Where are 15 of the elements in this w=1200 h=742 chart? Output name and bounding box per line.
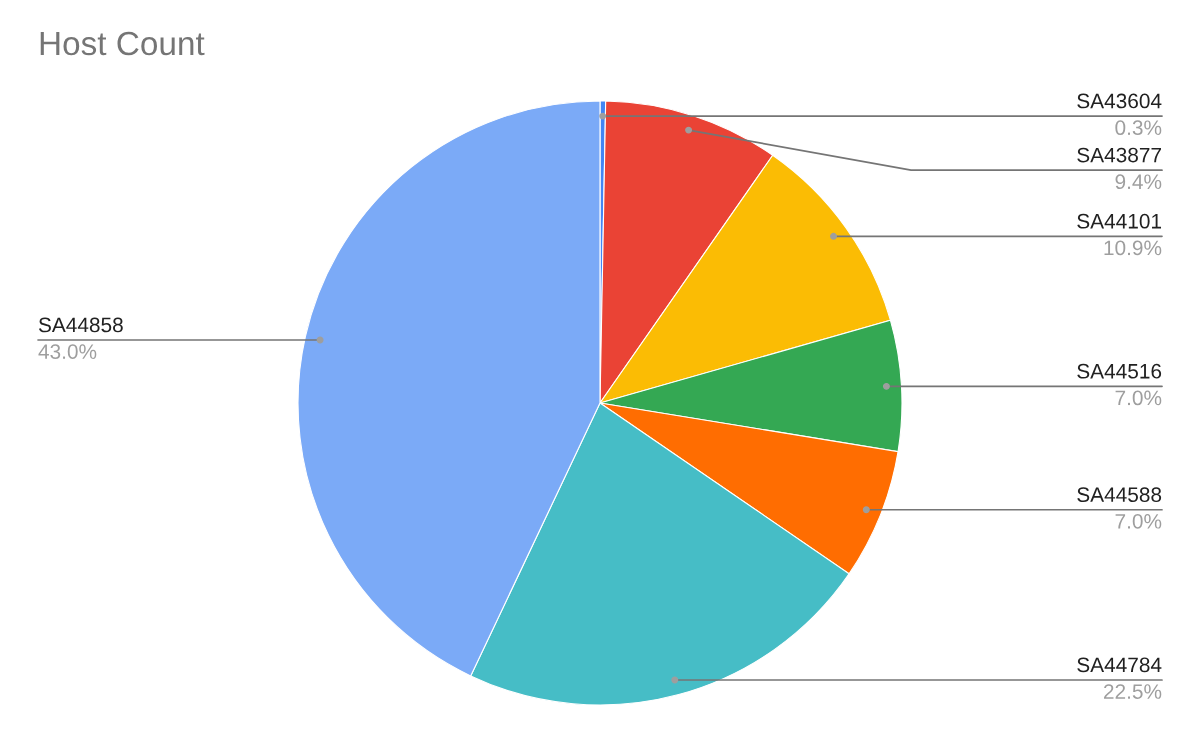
- data-label: 0.3%: [1115, 120, 1162, 136]
- chart-title: Host Count: [40, 31, 205, 56]
- slice-label: SA44101: [1077, 213, 1162, 229]
- slice-label: SA44588: [1077, 487, 1162, 503]
- slice-label: SA44516: [1077, 363, 1162, 379]
- slice-label: SA44784: [1077, 657, 1162, 673]
- slice-label: SA43877: [1077, 147, 1161, 163]
- data-label: 7.0%: [1115, 390, 1162, 406]
- slice-label: SA44858: [38, 317, 123, 333]
- data-label: 43.0%: [38, 344, 97, 359]
- data-label: 22.5%: [1104, 684, 1162, 699]
- slice-label: SA43604: [1077, 93, 1162, 109]
- data-label: 9.4%: [1115, 174, 1162, 190]
- data-label: 7.0%: [1115, 513, 1162, 529]
- data-label: 10.9%: [1104, 240, 1162, 256]
